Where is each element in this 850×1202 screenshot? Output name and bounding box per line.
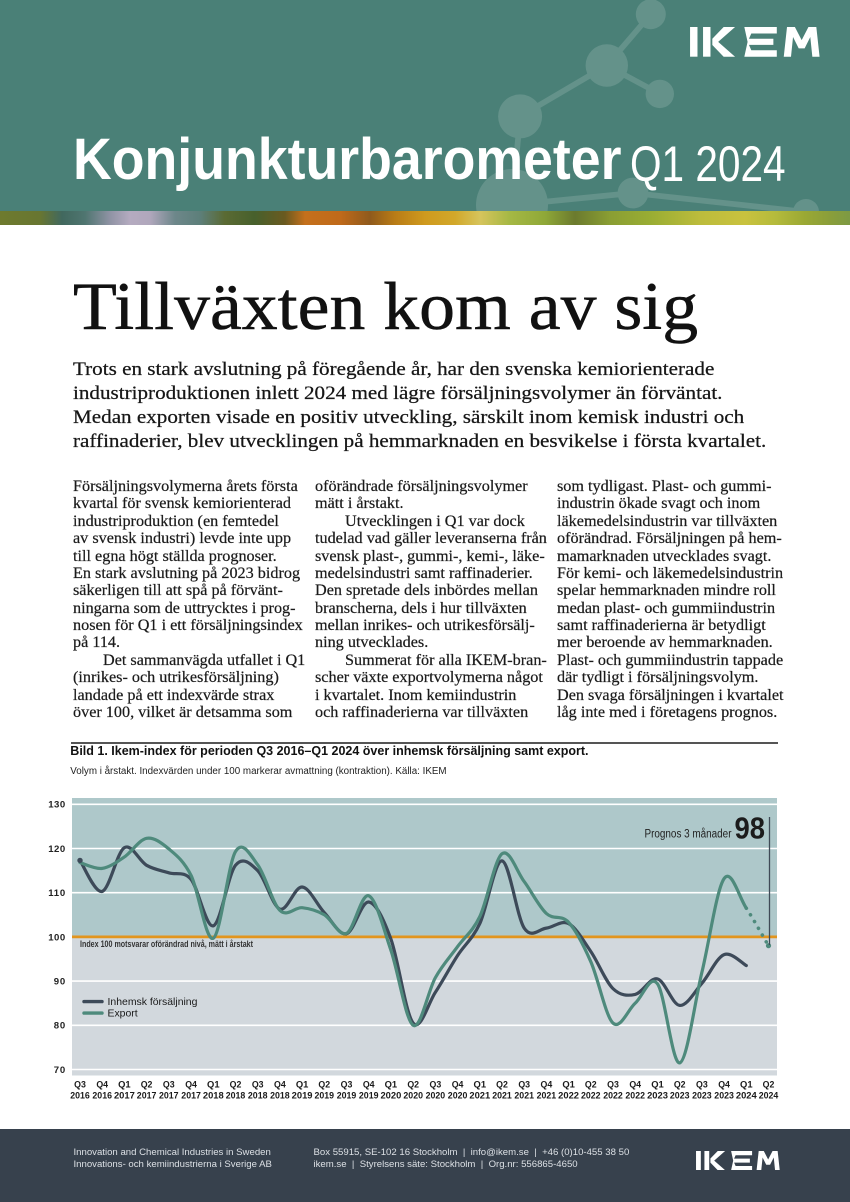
svg-text:Q4: Q4	[452, 1079, 464, 1089]
svg-text:Q3: Q3	[607, 1079, 619, 1089]
svg-text:2019: 2019	[359, 1090, 379, 1100]
svg-text:Q3: Q3	[252, 1079, 264, 1089]
svg-text:2017: 2017	[181, 1090, 201, 1100]
svg-text:2019: 2019	[337, 1090, 357, 1100]
svg-text:Q2: Q2	[230, 1079, 242, 1089]
svg-text:Q4: Q4	[718, 1079, 730, 1089]
svg-text:Q2: Q2	[585, 1079, 597, 1089]
svg-text:Q3: Q3	[430, 1079, 442, 1089]
svg-text:Q1: Q1	[740, 1078, 753, 1089]
svg-text:Q2: Q2	[674, 1079, 686, 1089]
svg-text:2017: 2017	[137, 1090, 157, 1100]
svg-text:2020: 2020	[380, 1089, 401, 1100]
svg-text:100: 100	[48, 932, 65, 943]
svg-text:70: 70	[54, 1064, 66, 1075]
svg-text:2019: 2019	[315, 1090, 335, 1100]
svg-text:2020: 2020	[426, 1090, 446, 1100]
svg-text:2023: 2023	[692, 1090, 712, 1100]
svg-text:Q1: Q1	[118, 1078, 131, 1089]
svg-text:Q2: Q2	[407, 1079, 419, 1089]
svg-text:Q4: Q4	[541, 1079, 553, 1089]
svg-text:2022: 2022	[603, 1090, 623, 1100]
svg-text:2023: 2023	[670, 1090, 690, 1100]
svg-text:2022: 2022	[581, 1090, 601, 1100]
svg-text:2019: 2019	[292, 1089, 313, 1100]
svg-text:Q4: Q4	[363, 1079, 375, 1089]
svg-text:Q1: Q1	[651, 1078, 664, 1089]
svg-text:2016: 2016	[70, 1090, 90, 1100]
svg-text:2018: 2018	[248, 1090, 268, 1100]
svg-text:Q2: Q2	[496, 1079, 508, 1089]
svg-text:Index 100 motsvarar oförändrad: Index 100 motsvarar oförändrad nivå, mät…	[80, 938, 253, 948]
svg-text:110: 110	[48, 888, 65, 899]
svg-text:Q1: Q1	[562, 1078, 575, 1089]
svg-text:Q1: Q1	[207, 1078, 220, 1089]
svg-text:2018: 2018	[203, 1089, 224, 1100]
svg-text:120: 120	[48, 843, 65, 854]
svg-text:Inhemsk försäljning: Inhemsk försäljning	[108, 996, 198, 1007]
svg-text:80: 80	[54, 1020, 66, 1031]
svg-text:Q3: Q3	[74, 1079, 86, 1089]
svg-text:2020: 2020	[448, 1090, 468, 1100]
svg-text:2020: 2020	[403, 1090, 423, 1100]
svg-text:2017: 2017	[114, 1089, 135, 1100]
svg-text:Prognos 3 månader: Prognos 3 månader	[645, 828, 732, 840]
svg-text:Q2: Q2	[318, 1079, 330, 1089]
svg-text:2021: 2021	[469, 1089, 490, 1100]
svg-text:90: 90	[54, 976, 66, 987]
svg-text:Q1: Q1	[296, 1078, 309, 1089]
svg-text:2021: 2021	[492, 1090, 512, 1100]
svg-text:2021: 2021	[514, 1090, 534, 1100]
svg-text:Export: Export	[108, 1008, 138, 1019]
svg-text:130: 130	[48, 799, 65, 810]
svg-text:2023: 2023	[647, 1089, 668, 1100]
svg-text:2016: 2016	[92, 1090, 112, 1100]
svg-text:2017: 2017	[159, 1090, 179, 1100]
svg-text:2022: 2022	[625, 1090, 645, 1100]
svg-text:Q3: Q3	[696, 1079, 708, 1089]
svg-text:Q3: Q3	[163, 1079, 175, 1089]
svg-text:Q4: Q4	[274, 1079, 286, 1089]
svg-text:2018: 2018	[226, 1090, 246, 1100]
svg-text:Q4: Q4	[185, 1079, 197, 1089]
svg-text:Q3: Q3	[341, 1079, 353, 1089]
svg-text:2022: 2022	[558, 1089, 579, 1100]
svg-text:2023: 2023	[714, 1090, 734, 1100]
svg-text:Q2: Q2	[763, 1079, 775, 1089]
svg-text:Q4: Q4	[96, 1079, 108, 1089]
svg-text:Q3: Q3	[518, 1079, 530, 1089]
svg-text:2024: 2024	[759, 1090, 779, 1100]
svg-text:Q1: Q1	[385, 1078, 398, 1089]
svg-text:2024: 2024	[736, 1089, 758, 1100]
svg-text:Q2: Q2	[141, 1079, 153, 1089]
svg-text:2021: 2021	[537, 1090, 557, 1100]
svg-text:Q4: Q4	[629, 1079, 641, 1089]
svg-text:98: 98	[735, 810, 766, 845]
svg-text:Q1: Q1	[474, 1078, 487, 1089]
svg-text:2018: 2018	[270, 1090, 290, 1100]
